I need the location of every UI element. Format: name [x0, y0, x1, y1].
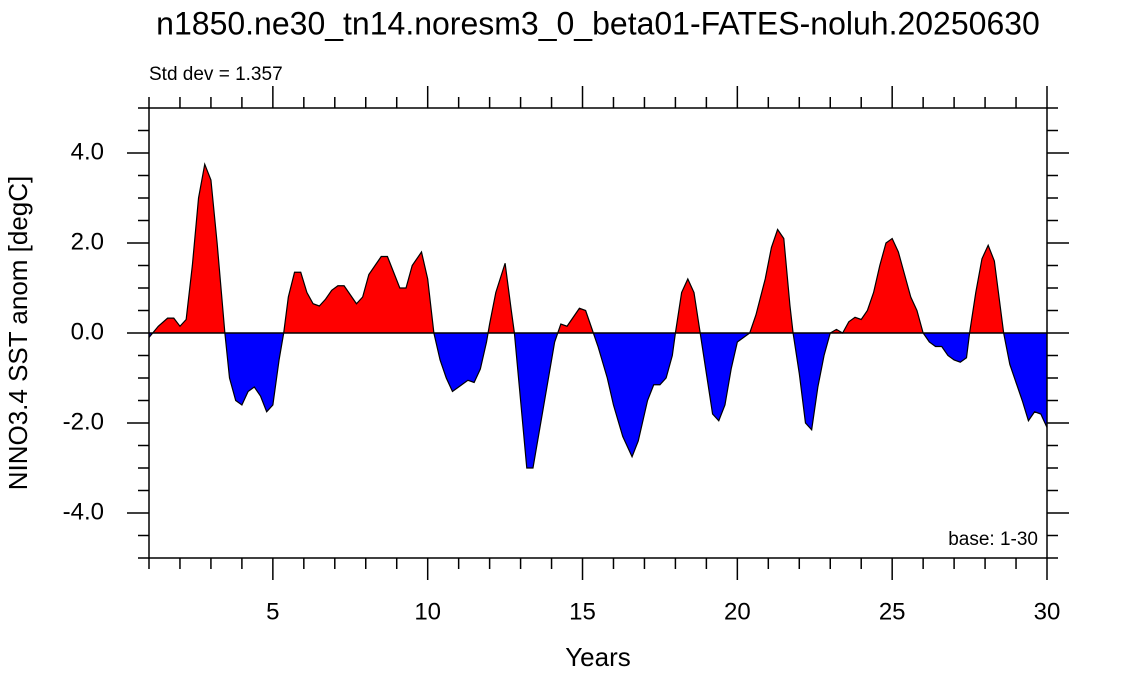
x-tick-label: 5	[266, 598, 279, 625]
anomaly-line	[148, 162, 1048, 469]
chart-title: n1850.ne30_tn14.noresm3_0_beta01-FATES-n…	[156, 5, 1040, 41]
x-tick-label: 10	[414, 598, 441, 625]
negative-area	[149, 333, 1047, 468]
x-tick-label: 30	[1034, 598, 1061, 625]
y-tick-label: 4.0	[71, 138, 104, 165]
y-tick-label: -2.0	[63, 408, 104, 435]
y-tick-label: 0.0	[71, 318, 104, 345]
y-axis-label: NINO3.4 SST anom [degC]	[3, 176, 33, 491]
x-tick-label: 15	[569, 598, 596, 625]
y-tick-label: -4.0	[63, 498, 104, 525]
x-tick-label: 25	[879, 598, 906, 625]
base-annotation: base: 1-30	[948, 529, 1038, 550]
std-dev-annotation: Std dev = 1.357	[149, 64, 283, 85]
y-tick-label: 2.0	[71, 228, 104, 255]
x-axis-label: Years	[565, 642, 631, 672]
positive-area	[149, 164, 1047, 333]
x-tick-label: 20	[724, 598, 751, 625]
